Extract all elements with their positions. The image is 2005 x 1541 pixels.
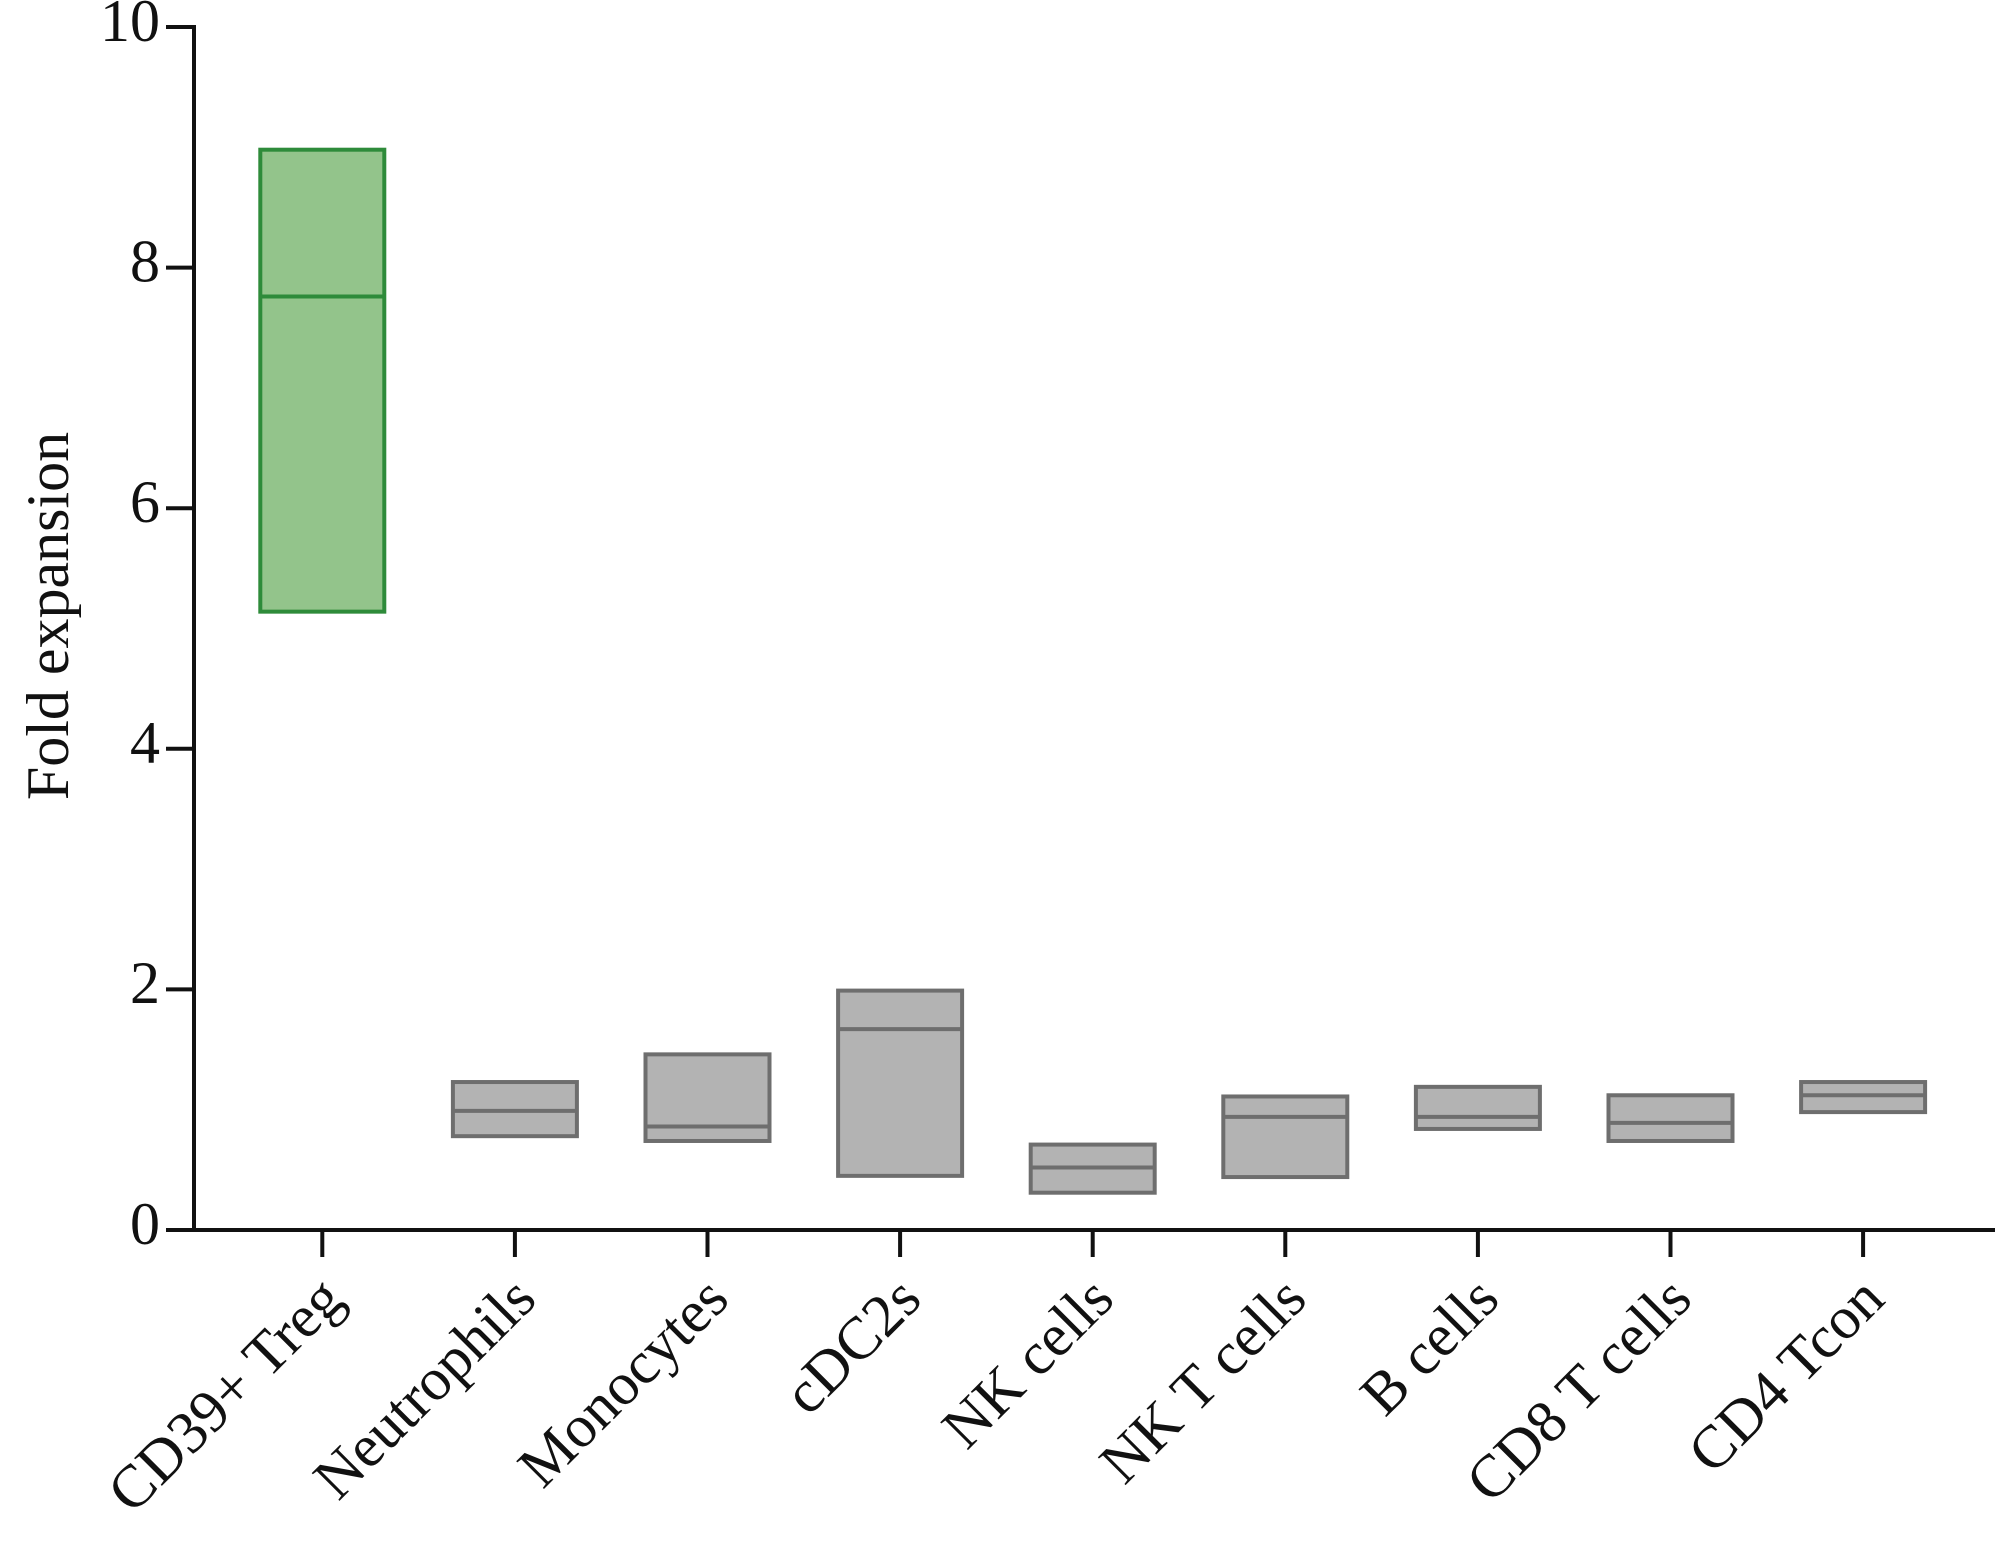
bar xyxy=(1606,1093,1735,1143)
x-tick-label: Monocytes xyxy=(505,1264,740,1499)
bar xyxy=(836,988,965,1178)
y-tick-label: 8 xyxy=(130,228,160,294)
y-tick-label: 6 xyxy=(130,469,160,535)
y-tick-label: 4 xyxy=(130,710,160,776)
y-axis-label: Fold expansion xyxy=(15,432,81,800)
y-tick-label: 2 xyxy=(130,950,160,1016)
x-tick-label: cDC2s xyxy=(771,1264,933,1426)
x-tick-label: CD39+ Treg xyxy=(95,1264,355,1524)
y-tick-label: 0 xyxy=(130,1191,160,1257)
x-tick-label: B cells xyxy=(1347,1264,1510,1427)
bar xyxy=(258,147,387,614)
x-tick-label: NK cells xyxy=(929,1264,1125,1460)
x-tick-label: CD4 Tcon xyxy=(1675,1264,1896,1485)
bar xyxy=(1413,1084,1542,1131)
x-tick-label: NK T cells xyxy=(1087,1264,1318,1495)
y-tick-label: 10 xyxy=(100,0,160,54)
bar xyxy=(1221,1094,1350,1180)
